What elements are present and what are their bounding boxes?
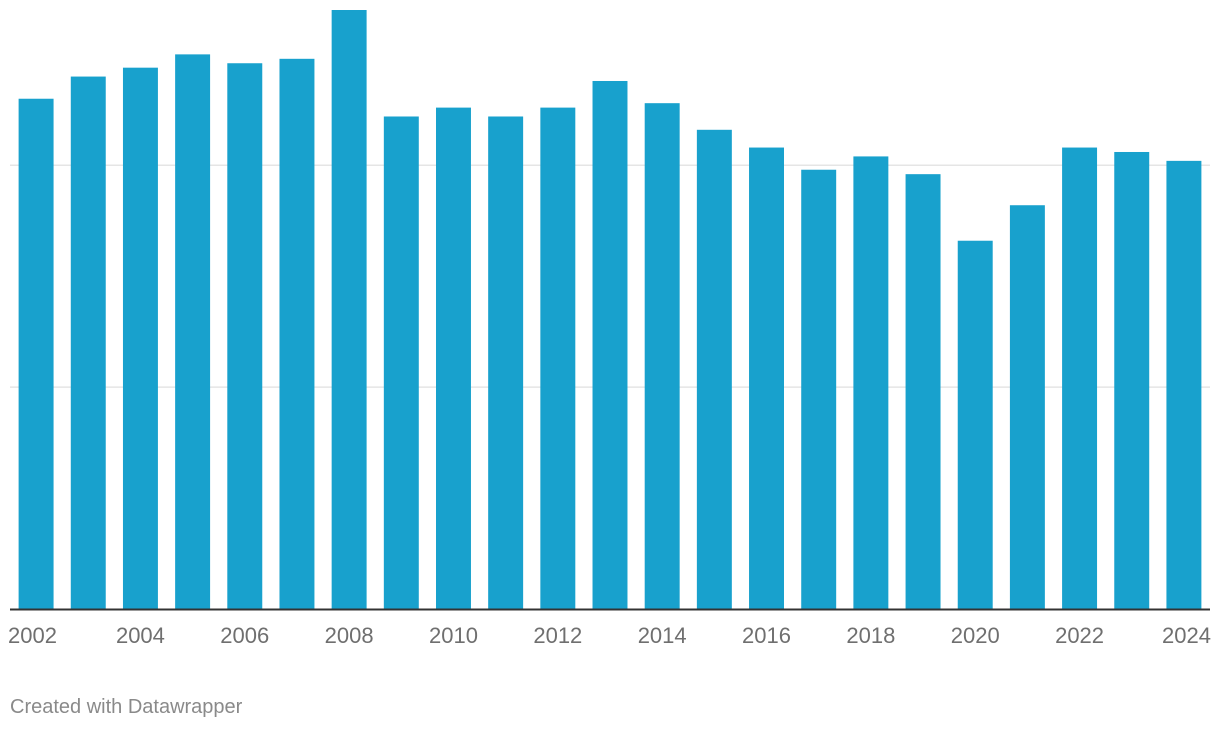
- x-tick-label-2016: 2016: [742, 623, 791, 648]
- bar-2004: [122, 67, 158, 610]
- bar-2012: [540, 107, 576, 610]
- x-tick-label-2020: 2020: [951, 623, 1000, 648]
- bar-2021: [1009, 205, 1045, 610]
- bar-2008: [331, 10, 367, 609]
- bar-chart: 2002 2004 2006 2008 2010 2012 2014 2016 2018 2020…: [8, 10, 1211, 648]
- bar-2010: [436, 107, 471, 610]
- bar-2023: [1114, 151, 1150, 610]
- bar-2007: [279, 58, 315, 610]
- bar-2019: [905, 174, 941, 610]
- bar-2002: [18, 98, 54, 610]
- bar-2017: [801, 169, 837, 610]
- x-tick-label-2006: 2006: [220, 623, 269, 648]
- x-tick-label-2024: 2024: [1162, 623, 1211, 648]
- bar-2015: [696, 129, 732, 610]
- x-tick-label-2008: 2008: [325, 623, 374, 648]
- x-tick-label-2010: 2010: [429, 623, 478, 648]
- bar-2009: [383, 116, 419, 610]
- x-tick-label-2022: 2022: [1055, 623, 1104, 648]
- x-tick-label-2012: 2012: [533, 623, 582, 648]
- bar-2022: [1062, 147, 1098, 610]
- bar-2013: [592, 80, 628, 610]
- x-tick-label-2004: 2004: [116, 623, 165, 648]
- bar-2018: [853, 156, 889, 610]
- bar-2016: [749, 147, 784, 610]
- x-tick-label-2002: 2002: [8, 623, 57, 648]
- x-tick-label-2014: 2014: [638, 623, 687, 648]
- bar-2003: [70, 76, 106, 609]
- bar-2006: [227, 63, 263, 610]
- credit-text: Created with Datawrapper: [10, 696, 243, 718]
- bar-2005: [175, 54, 211, 610]
- bar-2014: [644, 103, 680, 610]
- bar-2011: [488, 116, 524, 610]
- bar-2024: [1166, 160, 1202, 610]
- x-tick-label-2018: 2018: [846, 623, 895, 648]
- bar-2020: [957, 240, 993, 610]
